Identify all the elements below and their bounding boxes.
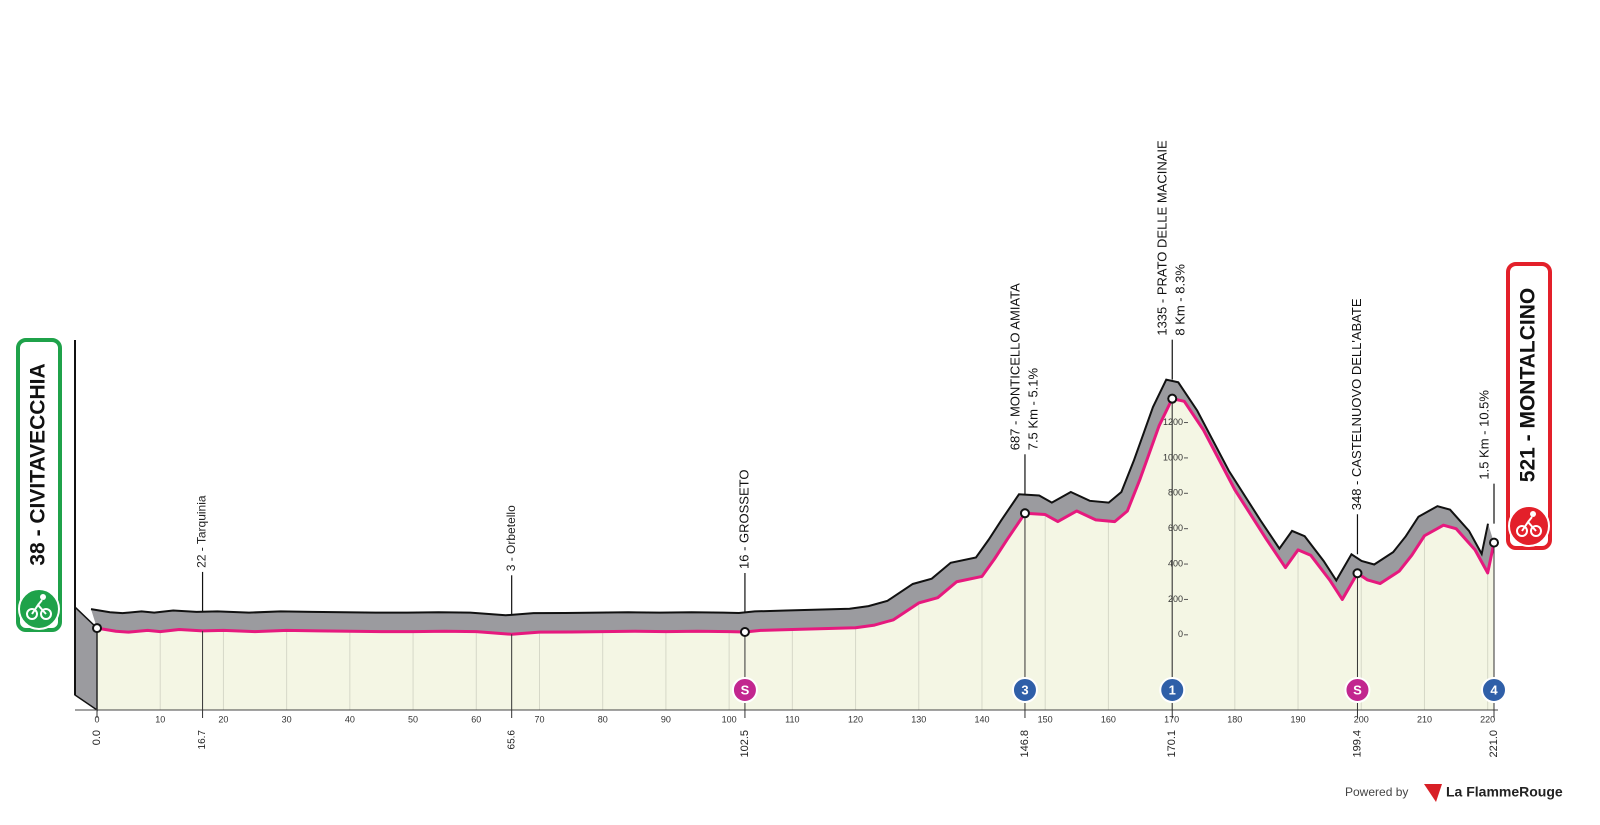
brand-logo: [1424, 784, 1442, 802]
badge: [1011, 677, 1038, 703]
x-tick-label: 220: [1480, 714, 1495, 724]
badge-label: S: [1353, 682, 1362, 697]
poi-distance: 16.7: [197, 730, 208, 750]
poi-distance: 0.0: [91, 730, 103, 745]
y-tick-label: 1000: [1163, 452, 1183, 462]
poi-name: 3 - Orbetello: [504, 505, 518, 571]
powered-by: Powered by: [1345, 785, 1408, 799]
y-tick-label: 200: [1168, 594, 1183, 604]
profile-line: [96, 397, 1496, 636]
x-tick-label: 60: [471, 714, 481, 724]
x-tick-label: 130: [911, 714, 926, 724]
poi-distance: 199.4: [1351, 730, 1363, 758]
profile-layer: [74, 340, 1498, 718]
x-tick-label: 50: [408, 714, 418, 724]
x-tick-label: 140: [974, 714, 989, 724]
poi-detail: 7.5 Km - 5.1%: [1025, 367, 1040, 450]
x-tick-label: 150: [1038, 714, 1053, 724]
poi-distance: 221.0: [1488, 730, 1500, 758]
finish-wheel: [1530, 525, 1542, 537]
x-tick-label: 40: [345, 714, 355, 724]
poi-detail: 8 Km - 8.3%: [1173, 264, 1188, 336]
x-tick-label: 200: [1354, 714, 1369, 724]
badge-label: 1: [1169, 682, 1176, 697]
badge-label: S: [741, 682, 750, 697]
x-tick-label: 20: [218, 714, 228, 724]
profile-shade: [91, 379, 1494, 635]
x-tick-label: 110: [785, 714, 799, 724]
x-tick-label: 30: [282, 714, 292, 724]
x-tick-label: 80: [598, 714, 608, 724]
annotation-layer: 0 10 20 30 40 50 60 70 80 90 100 110 120 130 140 150 160…: [16, 140, 1552, 758]
poi-distance: 170.1: [1166, 730, 1178, 758]
poi-name: 348 - CASTELNUOVO DELL'ABATE: [1349, 298, 1364, 510]
badge-label: 4: [1490, 682, 1498, 697]
start-icon: [18, 588, 60, 630]
x-tick-label: 120: [848, 714, 863, 724]
x-tick-label: 160: [1101, 714, 1116, 724]
poi-dot: [739, 626, 750, 637]
y-tick-label: 800: [1168, 488, 1183, 498]
poi-detail: 1.5 Km - 10.5%: [1476, 390, 1491, 480]
poi-dot: [92, 623, 102, 634]
x-tick-label: 70: [534, 714, 544, 724]
finish-rider: [1521, 516, 1537, 532]
start-rider: [31, 599, 47, 615]
poi-distance: 102.5: [739, 730, 751, 758]
x-tick-label: 170: [1164, 714, 1179, 724]
start-head: [40, 594, 46, 600]
x-tick-label: 190: [1291, 714, 1306, 724]
profile-side: [74, 605, 98, 712]
badge: [1159, 677, 1186, 703]
finish-head: [1530, 511, 1536, 517]
y-tick-label: 0: [1178, 629, 1183, 639]
badge-label: 3: [1021, 682, 1028, 697]
poi-dot: [1019, 508, 1030, 519]
poi-name: 1335 - PRATO DELLE MACINAIE: [1155, 140, 1170, 336]
x-tick-label: 100: [722, 714, 737, 724]
start-wheel: [26, 608, 38, 620]
profile-edge: [90, 378, 1489, 617]
x-tick-label: 210: [1417, 714, 1432, 724]
y-tick-label: 600: [1168, 523, 1183, 533]
poi-dot: [1352, 568, 1363, 579]
x-tick-label: 10: [155, 714, 165, 724]
badge: [1481, 677, 1507, 703]
start-label: 38 - CIVITAVECCHIA: [27, 363, 50, 565]
poi-dot: [1167, 393, 1178, 404]
finish-label: 521 - MONTALCINO: [1517, 288, 1540, 482]
poi-dot: [1489, 537, 1499, 548]
poi-name: 687 - MONTICELLO AMIATA: [1007, 283, 1022, 450]
y-tick-label: 400: [1168, 558, 1183, 568]
finish-icon: [1508, 505, 1550, 547]
finish-wheel: [1516, 525, 1528, 537]
badge: [731, 677, 758, 703]
finish-box: [1506, 262, 1552, 550]
y-tick-label: 1200: [1163, 417, 1183, 427]
x-tick-label: 180: [1227, 714, 1242, 724]
poi-name: 16 - GROSSETO: [736, 470, 751, 569]
x-tick-label: 90: [661, 714, 671, 724]
poi-distance: 65.6: [506, 730, 517, 750]
start-wheel: [40, 608, 52, 620]
x-tick-label: 0: [94, 714, 99, 724]
badge: [1344, 677, 1371, 703]
brand-name: La FlammeRouge: [1446, 784, 1563, 800]
poi-name: 22 - Tarquinia: [195, 495, 209, 568]
poi-distance: 146.8: [1019, 730, 1031, 758]
